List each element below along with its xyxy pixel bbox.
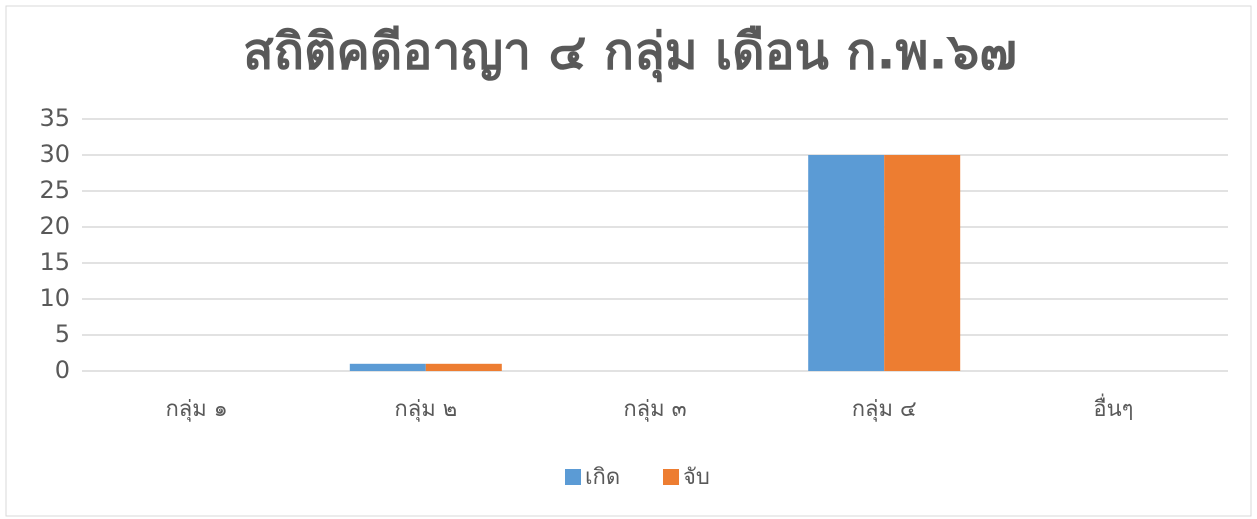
x-tick-label: กลุ่ม ๑ <box>165 397 227 422</box>
x-tick-label: กลุ่ม ๒ <box>394 397 457 422</box>
bar <box>884 155 961 371</box>
legend-label: จับ <box>683 465 710 490</box>
y-tick-label: 0 <box>55 356 70 384</box>
chart-title: สถิติคดีอาญา ๔ กลุ่ม เดือน ก.พ.๖๗ <box>243 23 1017 83</box>
bar <box>808 155 885 371</box>
y-tick-label: 20 <box>39 212 70 240</box>
x-tick-label: กลุ่ม ๔ <box>852 397 917 422</box>
legend-swatch <box>565 469 581 485</box>
chart-frame <box>5 5 1252 517</box>
y-tick-label: 5 <box>55 320 70 348</box>
bar <box>425 363 502 371</box>
y-tick-label: 15 <box>39 248 70 276</box>
x-tick-label: กลุ่ม ๓ <box>623 397 686 422</box>
y-tick-label: 35 <box>39 104 70 132</box>
y-tick-label: 10 <box>39 284 70 312</box>
legend-label: เกิด <box>585 465 620 490</box>
y-tick-label: 30 <box>39 140 70 168</box>
legend-swatch <box>663 469 679 485</box>
bar <box>349 363 426 371</box>
y-tick-label: 25 <box>39 176 70 204</box>
x-tick-label: อื่นๆ <box>1093 393 1133 422</box>
